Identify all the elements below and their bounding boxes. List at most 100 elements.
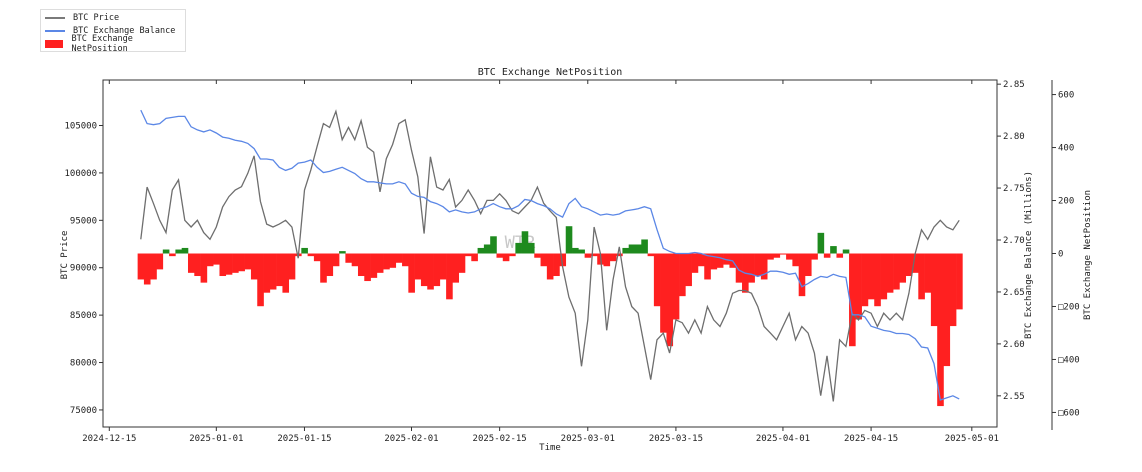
netposition-bar <box>175 249 182 254</box>
netposition-bar <box>590 253 598 257</box>
x-tick-label: 2024-12-15 <box>82 434 136 444</box>
netposition-bar <box>364 253 371 282</box>
netposition-bar <box>408 253 415 293</box>
x-tick-label: 2025-02-01 <box>384 434 438 444</box>
netposition-bar <box>817 232 825 254</box>
netposition-bar <box>584 253 592 258</box>
netposition-bar <box>515 242 522 254</box>
netposition-bar <box>779 253 787 255</box>
y-right-tick-label: 2.65 <box>1003 288 1025 298</box>
legend-label: BTC Exchange Balance <box>73 26 176 36</box>
netposition-bar <box>357 253 365 277</box>
netposition-bar <box>496 253 504 258</box>
netposition-bar <box>169 253 176 257</box>
netposition-bar <box>597 253 604 265</box>
netposition-bar <box>389 253 397 268</box>
netposition-bar <box>540 253 548 267</box>
netposition-bar <box>641 239 648 254</box>
netposition-bar <box>194 253 201 277</box>
netposition-bar <box>187 253 195 273</box>
netposition-bar <box>521 231 529 254</box>
legend-swatch-price <box>45 17 65 19</box>
netposition-bar <box>836 253 844 258</box>
netposition-bar <box>679 253 686 297</box>
netposition-bar <box>660 253 667 333</box>
y-right-tick-label: 2.80 <box>1003 132 1025 142</box>
netposition-bar <box>786 253 793 260</box>
balance-line <box>140 109 960 401</box>
y-right2-tick-label: □600 <box>1058 408 1080 418</box>
netposition-bar <box>628 244 636 254</box>
netposition-bar <box>723 253 730 265</box>
netposition-bar <box>559 253 567 267</box>
netposition-bar <box>647 253 655 257</box>
y-right-tick-label: 2.75 <box>1003 184 1025 194</box>
netposition-bar <box>395 253 403 263</box>
netposition-bar <box>345 253 352 263</box>
netposition-bar <box>861 253 869 307</box>
legend-label: BTC Exchange NetPosition <box>71 34 133 54</box>
y-axis-label-right: BTC Exchange Balance (Millions) <box>1024 171 1034 339</box>
netposition-bar <box>855 253 862 320</box>
netposition-bar <box>912 253 919 273</box>
netposition-bar <box>798 253 806 297</box>
netposition-bar <box>465 253 472 257</box>
netposition-bar <box>162 249 170 254</box>
legend-swatch-netposition <box>45 40 64 48</box>
y-left-tick-label: 95000 <box>70 216 97 226</box>
netposition-bar <box>704 253 711 280</box>
y-right-tick-label: 2.60 <box>1003 340 1025 350</box>
legend-item-balance: BTC Exchange Balance <box>41 25 185 37</box>
x-tick-label: 2025-04-01 <box>756 434 810 444</box>
netposition-bar <box>899 253 907 283</box>
netposition-bar <box>735 253 743 283</box>
netposition-bar <box>490 236 497 254</box>
netposition-bar <box>811 253 818 260</box>
chart-title: BTC Exchange NetPosition <box>478 67 623 78</box>
netposition-bar <box>767 253 774 260</box>
price-line <box>140 109 960 402</box>
netposition-bar <box>257 253 264 307</box>
netposition-bar <box>924 253 932 293</box>
netposition-bar <box>748 253 755 283</box>
netposition-bar <box>792 253 799 267</box>
x-tick-label: 2025-05-01 <box>945 434 999 444</box>
netposition-bar <box>156 253 164 270</box>
y-right2-tick-label: 0 <box>1058 250 1063 260</box>
netposition-bar <box>439 253 447 280</box>
netposition-bar <box>225 253 233 275</box>
netposition-bar <box>634 244 642 254</box>
netposition-bar <box>137 253 145 280</box>
netposition-bar <box>804 253 812 277</box>
y-right2-tick-label: 600 <box>1058 91 1074 101</box>
x-tick-label: 2025-02-15 <box>473 434 527 444</box>
netposition-bar <box>546 253 554 280</box>
netposition-bar <box>943 253 951 367</box>
netposition-bar <box>370 253 378 278</box>
netposition-bar <box>691 253 699 273</box>
netposition-bar <box>427 253 434 290</box>
netposition-bar <box>320 253 327 283</box>
netposition-bar <box>326 253 334 277</box>
netposition-bar <box>244 253 252 270</box>
legend-swatch-balance <box>45 30 65 32</box>
netposition-bar <box>332 253 340 267</box>
y-left-tick-label: 75000 <box>70 406 97 416</box>
y-left-tick-label: 105000 <box>64 122 97 132</box>
legend-item-netposition: BTC Exchange NetPosition <box>41 34 185 54</box>
netposition-bar <box>653 253 661 307</box>
netposition-bar <box>572 247 579 254</box>
netposition-bar <box>301 247 308 254</box>
x-tick-label: 2025-01-15 <box>277 434 331 444</box>
netposition-bar <box>263 253 271 293</box>
netposition-bar <box>483 244 491 254</box>
netposition-bar <box>269 253 277 290</box>
netposition-bar <box>402 253 409 267</box>
y-left-tick-label: 85000 <box>70 311 97 321</box>
x-tick-label: 2025-03-15 <box>649 434 703 444</box>
legend-item-price: BTC Price <box>41 12 185 24</box>
y-left-tick-label: 90000 <box>70 264 97 274</box>
netposition-bar <box>893 253 900 290</box>
netposition-bar <box>553 253 560 277</box>
netposition-bar <box>867 253 875 300</box>
